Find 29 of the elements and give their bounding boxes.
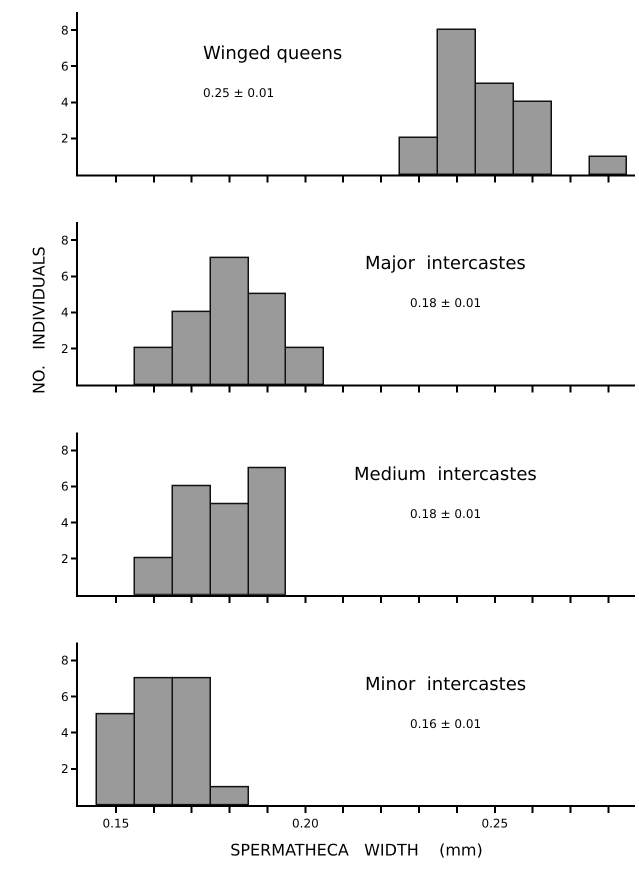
annotation: 0.18 ± 0.01 <box>410 507 482 521</box>
y-tick-label: 2 <box>60 342 69 356</box>
y-tick-label: 2 <box>60 762 69 776</box>
y-tick-label: 2 <box>60 132 69 146</box>
y-tick-label: 6 <box>60 270 69 284</box>
y-tick-label: 4 <box>60 306 69 320</box>
annotation: 0.25 ± 0.01 <box>203 86 274 100</box>
y-tick-label: 8 <box>60 233 69 248</box>
y-tick-label: 8 <box>60 23 69 38</box>
y-tick-label: 4 <box>60 726 69 740</box>
y-tick-label: 8 <box>60 444 69 458</box>
y-tick-label: 8 <box>60 654 69 668</box>
x-tick-label: 0.25 <box>481 816 508 830</box>
y-tick-label: 4 <box>60 96 69 110</box>
y-tick-label: 4 <box>60 516 69 530</box>
y-tick-label: 6 <box>60 480 69 494</box>
annotation: Winged queens <box>203 43 342 64</box>
annotation: Major intercastes <box>365 253 526 274</box>
x-tick-label: 0.15 <box>102 816 130 830</box>
annotation: Minor intercastes <box>365 674 526 695</box>
y-tick-label: 6 <box>60 59 69 74</box>
y-tick-label: 6 <box>60 690 69 704</box>
annotation: 0.18 ± 0.01 <box>410 296 482 310</box>
annotation: 0.16 ± 0.01 <box>410 717 482 731</box>
y-axis-title: NO. INDIVIDUALS <box>30 246 49 394</box>
x-axis-title: SPERMATHECA WIDTH (mm) <box>230 840 483 860</box>
annotation: Medium intercastes <box>354 464 537 485</box>
y-tick-label: 2 <box>60 552 69 566</box>
x-tick-label: 0.20 <box>292 816 319 830</box>
